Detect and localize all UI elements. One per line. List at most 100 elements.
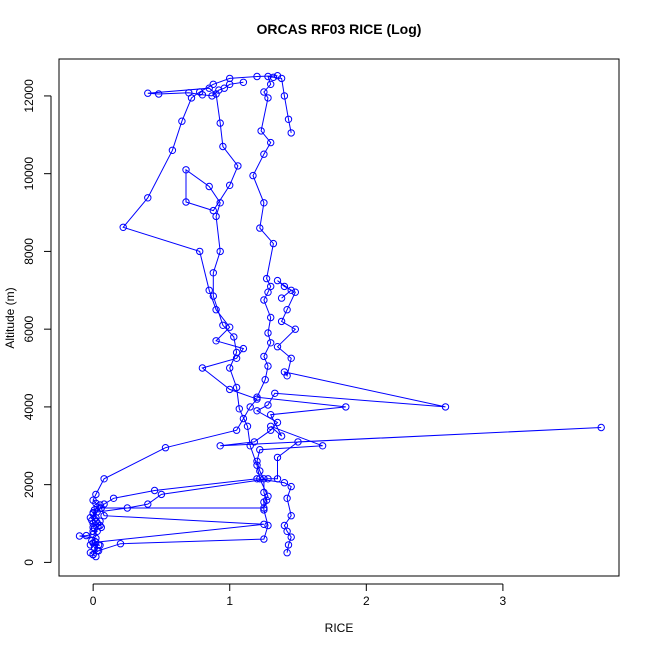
data-point xyxy=(239,344,248,353)
y-tick-label: 10000 xyxy=(22,157,36,191)
data-point xyxy=(262,496,271,504)
data-point xyxy=(342,403,350,411)
data-point xyxy=(250,438,259,446)
y-tick-label: 6000 xyxy=(22,315,36,342)
data-point xyxy=(267,313,275,322)
y-tick-label: 12000 xyxy=(22,79,36,113)
data-point xyxy=(441,403,450,411)
data-point xyxy=(273,453,282,462)
y-axis-label: Altitude (m) xyxy=(3,287,17,348)
data-point xyxy=(269,73,278,82)
series-layer xyxy=(75,72,605,561)
data-point xyxy=(253,393,261,401)
series-1 xyxy=(75,72,282,561)
data-point xyxy=(212,212,220,221)
y-tick-label: 4000 xyxy=(22,393,36,420)
data-point xyxy=(283,306,291,314)
data-point xyxy=(260,150,268,158)
data-point xyxy=(86,514,95,522)
series-4 xyxy=(89,276,605,535)
data-point xyxy=(253,72,261,81)
data-point xyxy=(185,89,193,97)
data-point xyxy=(287,354,295,362)
data-point xyxy=(220,84,229,92)
data-point xyxy=(209,292,218,300)
plot-area-frame xyxy=(58,58,620,577)
series-5 xyxy=(86,475,295,557)
data-point xyxy=(219,142,227,151)
data-point xyxy=(208,92,216,100)
data-point xyxy=(94,547,103,555)
y-tick-label: 8000 xyxy=(22,238,36,265)
data-point xyxy=(232,383,241,392)
data-point xyxy=(260,488,268,497)
data-point xyxy=(283,527,291,535)
data-point xyxy=(256,224,264,232)
data-point xyxy=(277,317,286,326)
data-point xyxy=(209,206,218,215)
data-point xyxy=(246,403,254,411)
x-tick-label: 3 xyxy=(500,594,507,608)
data-point xyxy=(226,385,234,394)
data-point xyxy=(253,475,261,483)
data-point xyxy=(216,199,224,207)
data-point xyxy=(264,94,272,102)
data-point xyxy=(209,269,218,277)
data-point xyxy=(271,389,279,397)
data-point xyxy=(294,438,302,446)
data-point xyxy=(291,325,299,333)
x-axis-label: RICE xyxy=(325,621,354,635)
data-point xyxy=(205,286,213,294)
data-point xyxy=(168,146,177,155)
data-point xyxy=(261,376,269,384)
data-point xyxy=(239,414,248,423)
series-line xyxy=(92,81,269,556)
data-point xyxy=(219,321,227,329)
data-point xyxy=(253,457,261,465)
data-point xyxy=(216,247,224,256)
data-point xyxy=(226,74,234,83)
data-point xyxy=(89,550,97,559)
data-point xyxy=(291,288,299,296)
data-point xyxy=(116,540,125,548)
data-point xyxy=(182,166,190,174)
y-tick-label: 0 xyxy=(22,559,36,566)
data-point xyxy=(260,504,268,512)
data-point xyxy=(230,333,238,341)
data-point xyxy=(235,405,244,413)
data-point xyxy=(264,362,272,370)
series-2 xyxy=(89,78,272,559)
data-point xyxy=(226,323,234,331)
series-line xyxy=(92,280,602,532)
data-point xyxy=(232,426,241,434)
data-point xyxy=(92,517,100,526)
data-point xyxy=(260,296,268,304)
data-point xyxy=(92,538,100,546)
data-point xyxy=(277,432,286,440)
data-point xyxy=(267,80,275,89)
data-point xyxy=(232,354,241,362)
data-point xyxy=(82,531,91,540)
data-point xyxy=(284,541,293,549)
data-point xyxy=(260,88,268,96)
data-point xyxy=(260,535,268,543)
data-point xyxy=(216,442,224,450)
data-point xyxy=(89,527,97,535)
data-point xyxy=(93,508,101,516)
data-point xyxy=(89,523,97,532)
series-line xyxy=(90,75,346,546)
data-point xyxy=(205,182,213,191)
x-tick-label: 2 xyxy=(363,594,370,608)
data-point xyxy=(216,119,224,127)
data-point xyxy=(260,520,268,528)
data-point xyxy=(161,444,170,452)
data-point xyxy=(157,490,166,499)
data-point xyxy=(269,239,278,248)
data-point xyxy=(119,223,127,232)
data-point xyxy=(232,348,241,357)
data-point xyxy=(226,80,234,89)
data-point xyxy=(283,549,291,557)
data-point xyxy=(277,294,286,302)
x-tick-label: 0 xyxy=(90,594,97,608)
x-tick-label: 1 xyxy=(226,594,233,608)
